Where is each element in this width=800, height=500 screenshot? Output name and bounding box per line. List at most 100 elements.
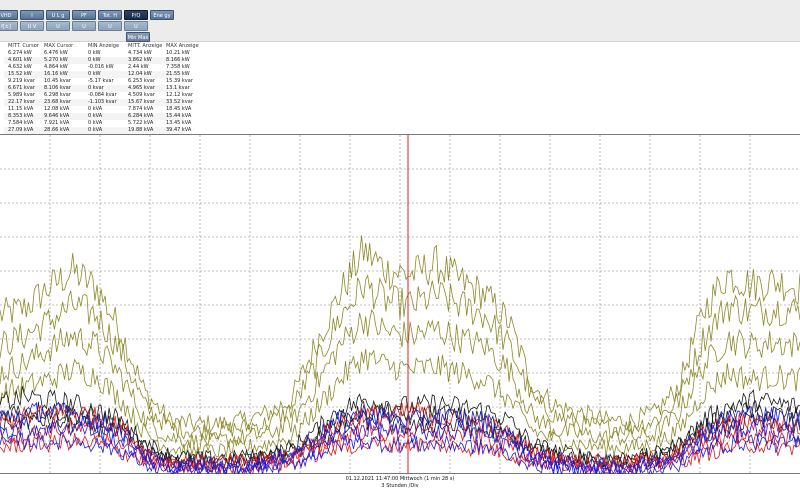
series-line-5 xyxy=(0,400,800,470)
table-row: 22.17 kvar 23.68 kvar -1.103 kvar 15.67 kva… xyxy=(4,99,193,106)
table-cell: 6.253 kvar xyxy=(128,78,155,84)
min-max-button[interactable]: Min Max xyxy=(126,32,150,42)
table-cell: 6.476 kW xyxy=(44,50,68,56)
table-cell: -1.103 kvar xyxy=(88,99,117,105)
series-line-2 xyxy=(0,308,800,451)
table-cell: 3.862 kW xyxy=(128,57,152,63)
toolbar-button-u4[interactable]: U xyxy=(124,21,148,31)
series-line-10 xyxy=(0,401,800,474)
toolbar-button-power-factor[interactable]: PF xyxy=(72,10,96,20)
table-header-cell: MAX Cursor xyxy=(44,43,74,49)
series-line-4 xyxy=(0,385,800,466)
table-header-cell: MITT. Anzeige xyxy=(128,43,163,49)
table-cell: 7.358 kW xyxy=(166,64,190,70)
table-cell: 9.219 kvar xyxy=(8,78,35,84)
table-header-row: MITT. Cursor MAX Cursor MIN Anzeige MITT. A… xyxy=(4,43,199,50)
series-line-0 xyxy=(0,235,800,434)
toolbar-button-uv[interactable]: U V xyxy=(20,21,44,31)
table-cell: 6.671 kvar xyxy=(8,85,35,91)
toolbar-button-voltage[interactable]: U L g xyxy=(46,10,70,20)
table-cell: 23.68 kvar xyxy=(44,99,71,105)
table-cell: 0 kVA xyxy=(88,113,103,119)
table-cell: 7.921 kVA xyxy=(44,120,70,126)
table-row: 4.632 kW 4.864 kW -0.016 kW 2.44 kW 7.358 kW xyxy=(4,64,190,71)
table-cell: 0 kVA xyxy=(88,127,103,133)
table-cell: 9.646 kVA xyxy=(44,113,70,119)
table-row: 4.601 kW 5.270 kW 0 kW 3.862 kW 8.166 kW xyxy=(4,57,190,64)
table-row: 9.219 kvar 10.45 kvar -5.17 kvar 6.253 kvar… xyxy=(4,78,193,85)
table-cell: -0.016 kW xyxy=(88,64,114,70)
series-line-12 xyxy=(0,432,800,477)
table-cell: 6.274 kW xyxy=(8,50,32,56)
table-cell: 4.632 kW xyxy=(8,64,32,70)
table-cell: 0 kW xyxy=(88,50,101,56)
time-scale: 3 Stunden /Div xyxy=(381,483,419,489)
table-cell: 12.08 kVA xyxy=(44,106,70,112)
toolbar-button-power[interactable]: P/Q xyxy=(124,10,148,20)
trend-chart[interactable] xyxy=(0,134,800,477)
table-row: 15.52 kW 16.16 kW 0 kW 12.04 kW 21.55 kW xyxy=(4,71,190,78)
table-cell: 4.734 kW xyxy=(128,50,152,56)
toolbar-button-energy[interactable]: Ene gy xyxy=(150,10,174,20)
table-cell: 15.52 kW xyxy=(8,71,32,77)
table-cell: -5.17 kvar xyxy=(88,78,114,84)
trend-chart-svg[interactable] xyxy=(0,135,800,477)
table-cell: 4.864 kW xyxy=(44,64,68,70)
table-header-cell: MITT. Cursor xyxy=(8,43,39,49)
table-cell: 21.55 kW xyxy=(166,71,190,77)
table-header-cell: MIN Anzeige xyxy=(88,43,120,49)
toolbar-button-vhd[interactable]: VHD xyxy=(0,10,18,20)
toolbar: VHD I U L g PF Tot. H P/Q Ene gy f[±] U … xyxy=(0,0,800,42)
table-cell: 22.17 kvar xyxy=(8,99,35,105)
toolbar-button-u2[interactable]: U xyxy=(72,21,96,31)
table-cell: 2.44 kW xyxy=(128,64,149,70)
table-cell: 15.67 kvar xyxy=(128,99,155,105)
table-cell: 5.989 kvar xyxy=(8,92,35,98)
table-cell: 12.04 kW xyxy=(128,71,152,77)
table-cell: 6.284 kVA xyxy=(128,113,154,119)
toolbar-button-u1[interactable]: U xyxy=(46,21,70,31)
table-row: 6.671 kvar 8.106 kvar 0 kvar 4.965 kvar 13.1… xyxy=(4,85,190,92)
series-line-11 xyxy=(0,416,800,477)
table-cell: 10.45 kvar xyxy=(44,78,71,84)
table-header-cell: MAX Anzeige xyxy=(166,43,199,49)
table-cell: 4.509 kvar xyxy=(128,92,155,98)
table-cell: 15.44 kVA xyxy=(166,113,192,119)
table-cell: 4.965 kvar xyxy=(128,85,155,91)
table-row: 27.09 kVA 28.66 kVA 0 kVA 19.88 kVA 39.47 kV… xyxy=(4,127,191,134)
toolbar-button-frequency[interactable]: f[±] xyxy=(0,21,18,31)
table-cell: 39.47 kVA xyxy=(166,127,192,133)
table-cell: 0 kVA xyxy=(88,106,103,112)
toolbar-button-total-harmonics[interactable]: Tot. H xyxy=(98,10,122,20)
table-cell: 8.166 kW xyxy=(166,57,190,63)
table-cell: 11.15 kVA xyxy=(8,106,34,112)
table-cell: 16.16 kW xyxy=(44,71,68,77)
table-cell: 13.1 kvar xyxy=(166,85,190,91)
table-cell: 10.21 kW xyxy=(166,50,190,56)
table-cell: 33.52 kvar xyxy=(166,99,193,105)
table-cell: 0 kW xyxy=(88,71,101,77)
table-cell: 12.12 kvar xyxy=(166,92,193,98)
toolbar-button-current[interactable]: I xyxy=(20,10,44,20)
table-row: 6.274 kW 6.476 kW 0 kW 4.734 kW 10.21 kW xyxy=(4,50,190,57)
table-cell: 19.88 kVA xyxy=(128,127,154,133)
series-line-6 xyxy=(0,409,800,470)
series-line-1 xyxy=(0,274,800,441)
status-bar: 01.12.2021 11:47:00 Mittwoch (1 min 28 s… xyxy=(0,474,800,500)
table-cell: 0 kW xyxy=(88,57,101,63)
table-cell: -0.084 kvar xyxy=(88,92,117,98)
table-cell: 8.353 kVA xyxy=(8,113,34,119)
table-cell: 28.66 kVA xyxy=(44,127,70,133)
table-cell: 6.298 kvar xyxy=(44,92,71,98)
table-cell: 13.45 kVA xyxy=(166,120,192,126)
table-row: 7.584 kVA 7.921 kVA 0 kVA 5.722 kVA 13.45 kV… xyxy=(4,120,191,127)
table-row: 11.15 kVA 12.08 kVA 0 kVA 7.874 kVA 18.45 kV… xyxy=(4,106,191,113)
table-cell: 27.09 kVA xyxy=(8,127,34,133)
table-row: 5.989 kvar 6.298 kvar -0.084 kvar 4.509 kva… xyxy=(4,92,193,99)
table-cell: 4.601 kW xyxy=(8,57,32,63)
series-line-9 xyxy=(0,432,800,477)
cursor-timestamp: 01.12.2021 11:47:00 Mittwoch (1 min 28 s… xyxy=(345,476,455,482)
table-cell: 7.584 kVA xyxy=(8,120,34,126)
table-cell: 0 kvar xyxy=(88,85,104,91)
toolbar-button-u3[interactable]: U xyxy=(98,21,122,31)
